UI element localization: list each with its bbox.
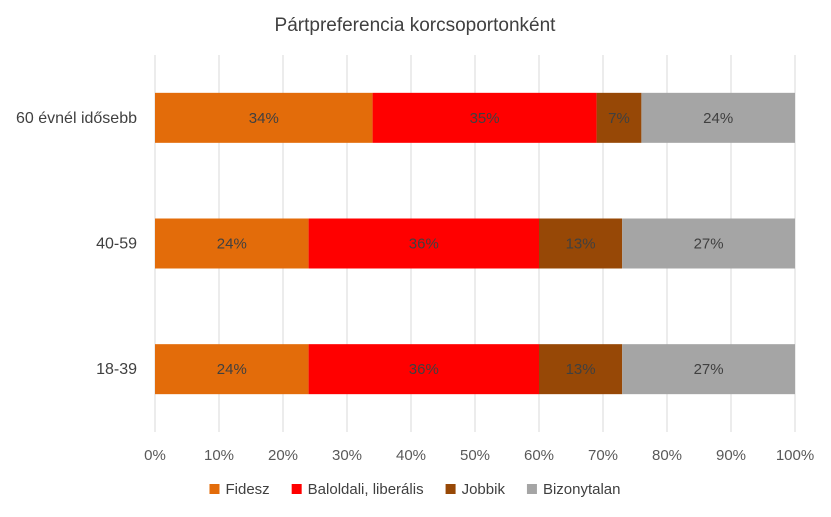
- data-label: 13%: [566, 236, 596, 253]
- data-label: 36%: [409, 236, 439, 253]
- data-label: 24%: [217, 236, 247, 253]
- data-label: 7%: [608, 110, 630, 127]
- data-label: 35%: [470, 110, 500, 127]
- chart-title: Pártpreferencia korcsoportonként: [275, 15, 557, 36]
- x-tick-label: 50%: [460, 447, 490, 464]
- category-label: 18-39: [96, 361, 137, 378]
- x-tick-label: 80%: [652, 447, 682, 464]
- category-label: 40-59: [96, 236, 137, 253]
- legend: Fidesz Baloldali, liberális Jobbik Bizonyta…: [209, 481, 621, 498]
- legend-label: Bizonytalan: [543, 481, 621, 498]
- bar-segment-baloldali-liberalis: [308, 344, 539, 395]
- data-label: 27%: [694, 361, 724, 378]
- bar-segment-jobbik: [596, 92, 642, 143]
- data-label: 24%: [703, 110, 733, 127]
- data-label: 24%: [217, 361, 247, 378]
- legend-label: Jobbik: [462, 481, 506, 498]
- x-tick-label: 60%: [524, 447, 554, 464]
- bar-segment-bizonytalan: [622, 344, 795, 395]
- legend-swatch-fidesz: [209, 484, 220, 494]
- data-label: 34%: [249, 110, 279, 127]
- bar-segment-jobbik: [539, 344, 623, 395]
- legend-swatch-bizonytalan: [526, 484, 537, 494]
- data-labels: 34% 35% 7% 24% 24% 36% 13% 27% 24% 36% 13% 27%: [217, 110, 733, 378]
- bar-segment-fidesz: [155, 92, 373, 143]
- bars: [155, 92, 795, 395]
- x-tick-label: 100%: [776, 447, 814, 464]
- legend-label: Baloldali, liberális: [308, 481, 424, 498]
- category-label: 60 évnél idősebb: [16, 110, 137, 127]
- category-axis: 60 évnél idősebb 40-59 18-39: [16, 110, 137, 378]
- x-tick-label: 70%: [588, 447, 618, 464]
- legend-swatch-jobbik: [445, 484, 456, 494]
- x-tick-label: 90%: [716, 447, 746, 464]
- value-axis: 0% 10% 20% 30% 40% 50% 60% 70% 80% 90% 100%: [144, 447, 814, 464]
- legend-swatch-baloldali-liberalis: [291, 484, 302, 494]
- bar-segment-baloldali-liberalis: [308, 218, 539, 269]
- x-tick-label: 0%: [144, 447, 166, 464]
- data-label: 13%: [566, 361, 596, 378]
- bar-segment-fidesz: [155, 218, 309, 269]
- data-label: 27%: [694, 236, 724, 253]
- x-tick-label: 10%: [204, 447, 234, 464]
- legend-label: Fidesz: [225, 481, 269, 498]
- bar-segment-fidesz: [155, 344, 309, 395]
- bar-segment-baloldali-liberalis: [372, 92, 597, 143]
- x-tick-label: 30%: [332, 447, 362, 464]
- x-tick-label: 40%: [396, 447, 426, 464]
- x-tick-label: 20%: [268, 447, 298, 464]
- data-label: 36%: [409, 361, 439, 378]
- bar-segment-jobbik: [539, 218, 623, 269]
- bar-segment-bizonytalan: [622, 218, 795, 269]
- bar-segment-bizonytalan: [641, 92, 795, 143]
